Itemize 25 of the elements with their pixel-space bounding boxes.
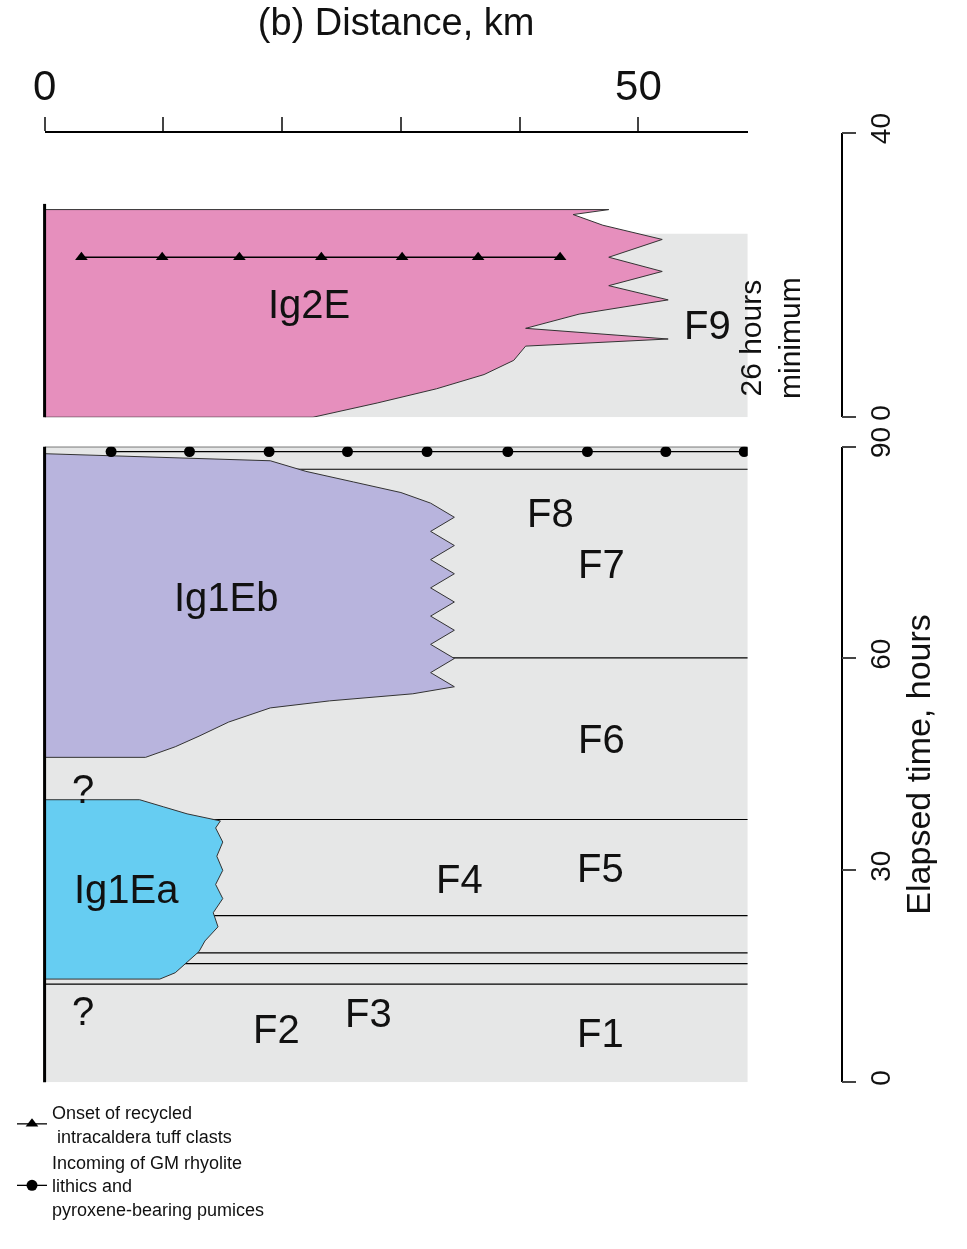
annotation: 26 hours minimum — [733, 277, 806, 399]
band-label: F3 — [345, 991, 392, 1035]
series-label: Ig1Ea — [74, 867, 180, 911]
band-label: F5 — [577, 846, 624, 890]
band-label: F2 — [253, 1007, 300, 1051]
band-label: F9 — [684, 303, 731, 347]
series-label: Ig1Eb — [174, 575, 279, 619]
series-label: Ig2E — [268, 282, 351, 326]
y-tick-label: 0 — [864, 1070, 896, 1086]
y-axis-title: Elapsed time, hours — [898, 614, 937, 915]
y-tick-label: 60 — [864, 638, 896, 670]
y-tick-label: 0 — [864, 405, 896, 421]
y-tick-label: 30 — [864, 850, 896, 882]
band-label: F4 — [436, 857, 483, 901]
x-axis-title: (b) Distance, km — [257, 0, 535, 43]
legend-label: Incoming of GM rhyolite lithics and pyroxene-bearing pumices — [52, 1152, 265, 1220]
legend-label: Onset of recycled intracaldera tuff clasts — [52, 1103, 232, 1147]
band-label: F7 — [578, 542, 625, 586]
band-label: F6 — [578, 717, 625, 761]
band-label: F1 — [577, 1011, 624, 1055]
annotation: ? — [72, 989, 95, 1033]
y-tick-label: 40 — [864, 113, 896, 145]
y-tick-label: 90 — [864, 426, 896, 459]
x-tick-label: 50 — [615, 62, 662, 110]
band-label: F8 — [527, 491, 574, 535]
